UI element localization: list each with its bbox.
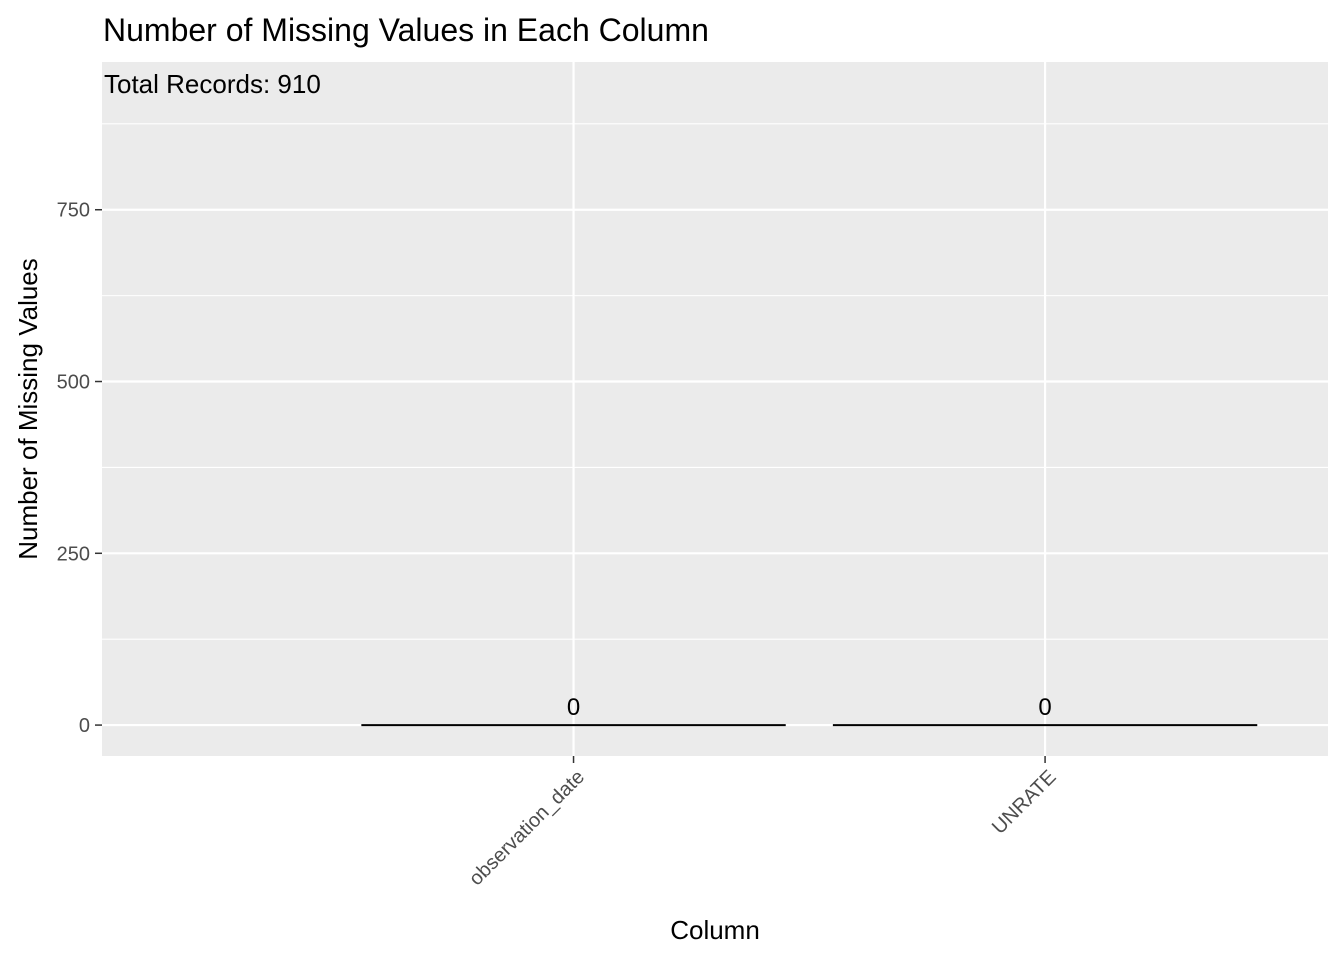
y-tick-label: 250 — [57, 543, 90, 565]
chart-title: Number of Missing Values in Each Column — [103, 12, 709, 48]
y-tick-label: 500 — [57, 372, 90, 394]
x-axis-ticks: observation_date UNRATE — [465, 756, 1061, 890]
x-tick-label: UNRATE — [988, 766, 1061, 839]
total-records-annotation: Total Records: 910 — [104, 69, 321, 99]
x-axis-title: Column — [670, 915, 760, 945]
y-axis-ticks: 0 250 500 750 — [57, 200, 102, 737]
y-tick-label: 0 — [79, 715, 90, 737]
data-label: 0 — [567, 694, 580, 721]
plot-panel — [102, 62, 1328, 756]
data-label: 0 — [1038, 694, 1051, 721]
x-tick-label: observation_date — [465, 766, 589, 890]
y-axis-title: Number of Missing Values — [13, 258, 43, 560]
y-tick-label: 750 — [57, 200, 90, 222]
